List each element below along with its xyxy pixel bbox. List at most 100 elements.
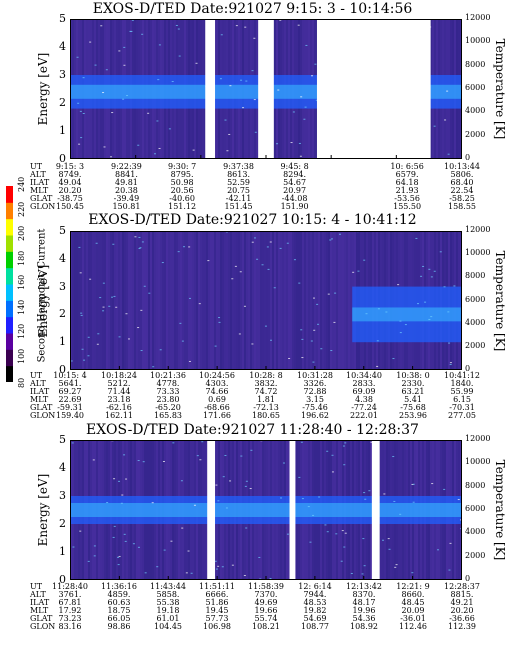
y-right-tick-label: 6000 bbox=[465, 504, 486, 513]
speckle bbox=[385, 311, 388, 313]
speckle bbox=[412, 501, 415, 503]
background-streak bbox=[78, 231, 80, 370]
speckle bbox=[286, 242, 289, 244]
orbit-value: 9:30: 7 bbox=[167, 162, 197, 171]
speckle bbox=[267, 268, 270, 270]
orbit-value: 68.40 bbox=[450, 178, 474, 187]
orbit-value: 19.66 bbox=[254, 606, 278, 615]
speckle bbox=[76, 56, 79, 58]
background-streak bbox=[118, 231, 120, 370]
orbit-value: 12:28:37 bbox=[444, 582, 480, 591]
background-streak bbox=[216, 231, 218, 370]
orbit-value: 73.33 bbox=[156, 387, 180, 396]
speckle bbox=[363, 492, 366, 494]
speckle bbox=[141, 33, 144, 35]
speckle bbox=[254, 131, 257, 133]
speckle bbox=[156, 120, 159, 122]
speckle bbox=[177, 28, 180, 30]
speckle bbox=[301, 338, 304, 340]
background-streak bbox=[200, 231, 202, 370]
speckle bbox=[370, 441, 373, 443]
speckle bbox=[331, 471, 334, 473]
speckle bbox=[80, 137, 83, 139]
y-right-tick-label: 8000 bbox=[465, 480, 486, 490]
speckle bbox=[126, 95, 129, 97]
speckle bbox=[198, 303, 201, 305]
speckle bbox=[431, 483, 434, 485]
colorbar-tick-label: 80 bbox=[17, 377, 26, 388]
orbit-value: 69.27 bbox=[58, 387, 82, 396]
colorbar-segment bbox=[6, 218, 13, 236]
y-right-tick-label: 12000 bbox=[465, 434, 491, 443]
orbit-value: 20.38 bbox=[114, 186, 138, 195]
background-streak bbox=[344, 231, 346, 370]
speckle bbox=[335, 533, 338, 535]
orbit-value: 112.46 bbox=[399, 622, 427, 631]
speckle bbox=[315, 99, 318, 101]
background-streak bbox=[212, 231, 214, 370]
background-streak bbox=[152, 231, 154, 370]
background-streak bbox=[112, 231, 114, 370]
speckle bbox=[459, 519, 462, 521]
speckle bbox=[415, 237, 418, 239]
speckle bbox=[251, 70, 254, 72]
speckle bbox=[195, 62, 198, 64]
background-streak bbox=[312, 231, 314, 370]
orbit-value: 4.38 bbox=[355, 395, 373, 404]
orbit-value: 17.92 bbox=[58, 606, 82, 615]
orbit-value: 19.45 bbox=[205, 606, 229, 615]
orbit-value: 106.98 bbox=[203, 622, 231, 631]
orbit-row-label: ALT bbox=[30, 170, 46, 179]
speckle bbox=[89, 41, 92, 43]
orbit-value: 150.45 bbox=[56, 202, 84, 211]
speckle bbox=[362, 538, 365, 540]
background-streak bbox=[300, 231, 302, 370]
orbit-value: -72.13 bbox=[253, 403, 279, 412]
background-streak bbox=[146, 231, 148, 370]
speckle bbox=[277, 89, 280, 91]
background-streak bbox=[324, 231, 326, 370]
orbit-value: 49.21 bbox=[450, 598, 474, 607]
orbit-row-label: MLT bbox=[30, 186, 49, 195]
background-streak bbox=[168, 231, 170, 370]
speckle bbox=[270, 339, 273, 341]
speckle bbox=[388, 548, 391, 550]
y-tick-label: 3 bbox=[59, 68, 66, 81]
speckle bbox=[298, 476, 301, 478]
orbit-value: 49.04 bbox=[58, 178, 82, 187]
background-streak bbox=[188, 231, 190, 370]
orbit-value: 21.93 bbox=[395, 186, 419, 195]
speckle bbox=[457, 499, 460, 501]
speckle bbox=[220, 34, 223, 36]
background-streak bbox=[114, 231, 116, 370]
speckle bbox=[245, 80, 248, 82]
speckle bbox=[130, 30, 133, 32]
speckle bbox=[221, 566, 224, 568]
y-tick-label: 2 bbox=[59, 517, 66, 530]
orbit-value: 10:34:40 bbox=[346, 371, 382, 380]
y-tick-label: 2 bbox=[59, 307, 66, 321]
orbit-value: 0.69 bbox=[208, 395, 226, 404]
orbit-value: 8613. bbox=[227, 170, 250, 179]
speckle bbox=[443, 286, 446, 288]
orbit-value: 158.55 bbox=[448, 202, 476, 211]
speckle bbox=[313, 297, 316, 299]
speckle bbox=[72, 546, 75, 548]
background-streak bbox=[100, 231, 102, 370]
speckle bbox=[99, 297, 102, 299]
background-streak bbox=[282, 231, 284, 370]
data-gap bbox=[207, 440, 216, 580]
speckle bbox=[422, 265, 425, 267]
background-streak bbox=[350, 231, 352, 370]
colorbar-tick-label: 120 bbox=[17, 323, 26, 339]
background-streak bbox=[316, 231, 318, 370]
speckle bbox=[87, 336, 90, 338]
speckle bbox=[314, 63, 317, 65]
orbit-value: -65.20 bbox=[155, 403, 181, 412]
background-streak bbox=[346, 231, 348, 370]
orbit-value: 151.12 bbox=[168, 202, 197, 211]
y-right-tick-label: 12000 bbox=[465, 13, 491, 22]
speckle bbox=[123, 454, 126, 456]
speckle bbox=[433, 270, 436, 272]
